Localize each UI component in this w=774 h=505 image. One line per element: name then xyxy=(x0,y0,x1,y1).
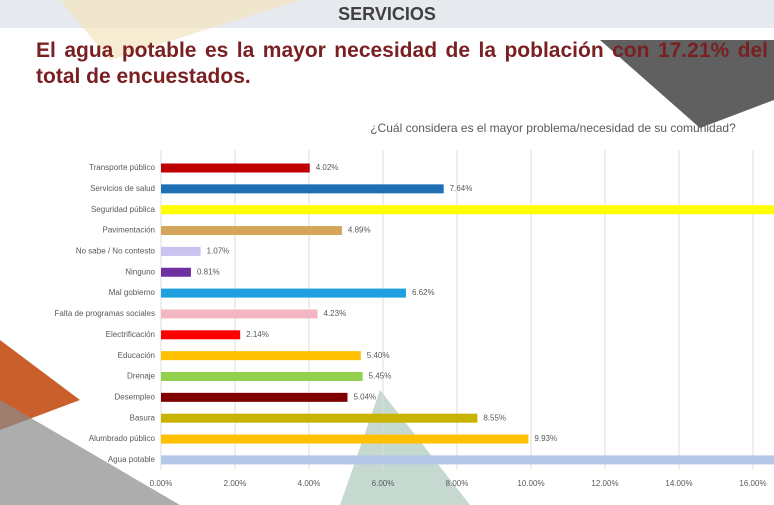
x-tick-label: 14.00% xyxy=(665,479,692,488)
bar xyxy=(161,413,478,423)
x-tick-label: 16.00% xyxy=(739,479,766,488)
value-label: 8.55% xyxy=(483,413,506,422)
value-label: 9.93% xyxy=(534,434,557,443)
bar xyxy=(161,455,774,465)
bar xyxy=(161,434,529,444)
chart-title: ¿Cuál considera es el mayor problema/nec… xyxy=(370,121,736,135)
bar xyxy=(161,184,444,194)
y-tick-label: Basura xyxy=(130,413,156,422)
y-tick-label: Agua potable xyxy=(108,455,156,464)
value-label: 4.02% xyxy=(316,163,339,172)
x-tick-label: 2.00% xyxy=(224,479,247,488)
value-label: 1.07% xyxy=(207,247,230,256)
x-tick-label: 4.00% xyxy=(298,479,321,488)
x-tick-label: 8.00% xyxy=(446,479,469,488)
bar xyxy=(161,205,774,215)
bar xyxy=(161,163,310,173)
plot: 0.00% 2.00% 4.00% 6.00% 8.00% 10.00% 12.00% 14.… xyxy=(55,150,774,488)
y-tick-label: Transporte público xyxy=(89,163,156,172)
value-label: 0.81% xyxy=(197,267,220,276)
value-label: 6.62% xyxy=(412,288,435,297)
value-label: 4.89% xyxy=(348,226,371,235)
y-tick-label: Desempleo xyxy=(115,392,156,401)
decor xyxy=(0,400,180,505)
x-tick-label: 10.00% xyxy=(517,479,544,488)
y-tick-label: Drenaje xyxy=(127,372,156,381)
value-label: 4.23% xyxy=(324,309,347,318)
x-tick-label: 0.00% xyxy=(150,479,173,488)
y-tick-label: Educación xyxy=(118,351,155,360)
decor xyxy=(600,40,774,128)
bar xyxy=(161,267,191,277)
bar xyxy=(161,309,318,319)
value-label: 5.04% xyxy=(353,392,376,401)
y-tick-label: Ninguno xyxy=(125,267,155,276)
y-tick-label: Falta de programas sociales xyxy=(55,309,156,318)
value-label: 7.64% xyxy=(450,184,473,193)
bar xyxy=(161,372,363,381)
header-title: SERVICIOS xyxy=(338,4,436,24)
bar xyxy=(161,288,406,298)
bar xyxy=(161,392,348,402)
bar xyxy=(161,351,361,361)
y-tick-label: Servicios de salud xyxy=(90,184,155,193)
y-tick-label: Mal gobierno xyxy=(109,288,156,297)
decor xyxy=(60,0,300,60)
y-tick-label: Alumbrado público xyxy=(89,434,156,443)
bar xyxy=(161,330,241,340)
decor xyxy=(0,340,80,430)
value-label: 5.45% xyxy=(369,372,392,381)
bar xyxy=(161,246,201,256)
value-label: 5.40% xyxy=(367,351,390,360)
x-tick-label: 6.00% xyxy=(372,479,395,488)
y-tick-label: No sabe / No contesto xyxy=(76,247,156,256)
y-tick-label: Pavimentación xyxy=(103,226,155,235)
x-tick-label: 12.00% xyxy=(591,479,618,488)
y-tick-label: Seguridad pública xyxy=(91,205,156,214)
headline: El agua potable es la mayor necesidad de… xyxy=(36,39,768,88)
bar xyxy=(161,226,342,236)
y-tick-label: Electrificación xyxy=(106,330,155,339)
value-label: 2.14% xyxy=(246,330,269,339)
